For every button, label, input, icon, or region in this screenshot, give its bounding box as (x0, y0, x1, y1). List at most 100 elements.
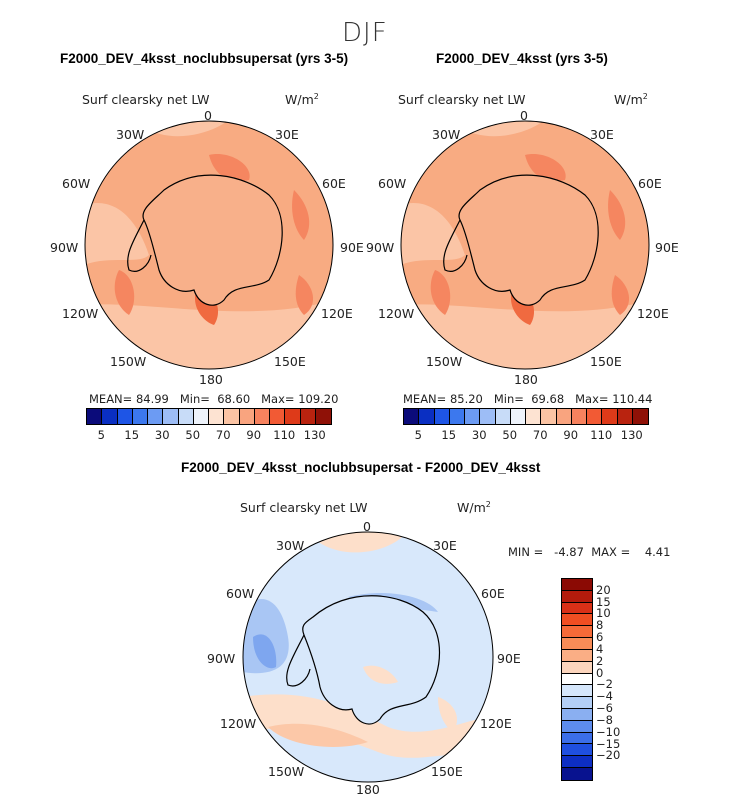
colorbar-tick-label: 130 (303, 428, 326, 442)
map2-lon-60e: 60E (638, 176, 662, 191)
colorbar-swatch (571, 409, 587, 424)
diff-lon-0: 0 (363, 519, 371, 534)
colorbar-swatch (587, 409, 603, 424)
map2-lon-150w: 150W (426, 354, 463, 369)
colorbar-tick-label: −2 (596, 677, 613, 692)
map2-lon-180: 180 (514, 372, 538, 387)
colorbar-swatch (562, 590, 592, 603)
colorbar-tick-label: 50 (185, 428, 201, 442)
colorbar-swatch (404, 409, 420, 424)
colorbar-swatch (480, 409, 496, 424)
colorbar-swatch (562, 626, 592, 639)
map2-lon-60w: 60W (378, 176, 407, 191)
colorbar-tick-label: 4 (596, 641, 604, 656)
map1-lon-0: 0 (204, 108, 212, 123)
colorbar-tick-label: −10 (596, 724, 621, 739)
panel-1-stats: MEAN= 84.99 Min= 68.60 Max= 109.20 (89, 392, 339, 406)
colorbar-swatch (495, 409, 511, 424)
colorbar-swatch (300, 409, 316, 424)
panel-2-units: W/m2 (614, 92, 648, 108)
map1-lon-90w: 90W (50, 240, 79, 255)
diff-units: W/m2 (457, 500, 491, 516)
colorbar-swatch (562, 708, 592, 721)
polar-map-diff (242, 531, 494, 783)
colorbar-swatch (193, 409, 209, 424)
colorbar-swatch (562, 732, 592, 745)
colorbar-panel-2 (403, 408, 649, 425)
season-title: DJF (342, 18, 388, 48)
colorbar-tick-label: 15 (441, 428, 457, 442)
diff-lon-150e: 150E (431, 764, 463, 779)
map2-lon-0: 0 (520, 108, 528, 123)
diff-lon-150w: 150W (268, 764, 305, 779)
diff-lon-180: 180 (356, 782, 380, 797)
colorbar-tick-label: −15 (596, 736, 621, 751)
colorbar-swatch (562, 661, 592, 674)
colorbar-swatch (510, 409, 526, 424)
map2-lon-90e: 90E (655, 240, 679, 255)
map1-lon-150e: 150E (274, 354, 306, 369)
map1-lon-60e: 60E (322, 176, 346, 191)
colorbar-swatch (562, 602, 592, 615)
colorbar-tick-label: 110 (273, 428, 296, 442)
colorbar-swatch (562, 673, 592, 686)
map2-lon-30e: 30E (590, 127, 614, 142)
map1-lon-30e: 30E (275, 127, 299, 142)
colorbar-tick-label: −20 (596, 748, 621, 763)
map1-lon-150w: 150W (110, 354, 147, 369)
colorbar-tick-label: 110 (590, 428, 613, 442)
diff-lon-90e: 90E (497, 651, 521, 666)
colorbar-swatch (449, 409, 465, 424)
colorbar-swatch (526, 409, 542, 424)
colorbar-swatch (178, 409, 194, 424)
colorbar-swatch (562, 638, 592, 650)
colorbar-swatch (434, 409, 450, 424)
map1-lon-60w: 60W (62, 176, 91, 191)
colorbar-tick-label: 10 (596, 606, 611, 621)
colorbar-tick-label: 2 (596, 653, 604, 668)
colorbar-swatch (562, 768, 592, 780)
colorbar-swatch (117, 409, 133, 424)
panel-1-variable: Surf clearsky net LW (82, 92, 210, 107)
colorbar-tick-label: 15 (124, 428, 140, 442)
colorbar-tick-label: 70 (532, 428, 548, 442)
colorbar-tick-label: 50 (502, 428, 518, 442)
colorbar-tick-label: 20 (596, 582, 611, 597)
colorbar-swatch (632, 409, 648, 424)
diff-lon-30e: 30E (433, 538, 457, 553)
map2-lon-120e: 120E (637, 306, 669, 321)
colorbar-tick-label: 70 (215, 428, 231, 442)
map1-lon-180: 180 (199, 372, 223, 387)
panel-1-units: W/m2 (285, 92, 319, 108)
colorbar-diff (561, 578, 593, 781)
colorbar-swatch (163, 409, 179, 424)
colorbar-tick-label: 15 (596, 594, 611, 609)
colorbar-swatch (87, 409, 103, 424)
panel-1-title: F2000_DEV_4ksst_noclubbsupersat (yrs 3-5… (60, 51, 349, 66)
colorbar-swatch (224, 409, 240, 424)
colorbar-swatch (562, 697, 592, 709)
colorbar-tick-label: 130 (620, 428, 643, 442)
colorbar-swatch (270, 409, 286, 424)
map2-lon-120w: 120W (378, 306, 415, 321)
diff-lon-120e: 120E (480, 716, 512, 731)
map1-lon-30w: 30W (116, 127, 145, 142)
colorbar-swatch (562, 685, 592, 698)
colorbar-swatch (541, 409, 557, 424)
colorbar-swatch (562, 744, 592, 757)
colorbar-panel-1 (86, 408, 332, 425)
colorbar-tick-label: −4 (596, 689, 613, 704)
map2-lon-150e: 150E (590, 354, 622, 369)
map1-lon-120e: 120E (321, 306, 353, 321)
colorbar-tick-label: 5 (97, 428, 105, 442)
colorbar-swatch (562, 579, 592, 591)
colorbar-swatch (556, 409, 572, 424)
colorbar-tick-label: 90 (246, 428, 262, 442)
colorbar-swatch (562, 649, 592, 662)
map1-lon-90e: 90E (340, 240, 364, 255)
panel-2-variable: Surf clearsky net LW (398, 92, 526, 107)
polar-map-1 (84, 120, 334, 370)
diff-lon-60w: 60W (226, 586, 255, 601)
diff-lon-90w: 90W (207, 651, 236, 666)
diff-lon-30w: 30W (276, 538, 305, 553)
